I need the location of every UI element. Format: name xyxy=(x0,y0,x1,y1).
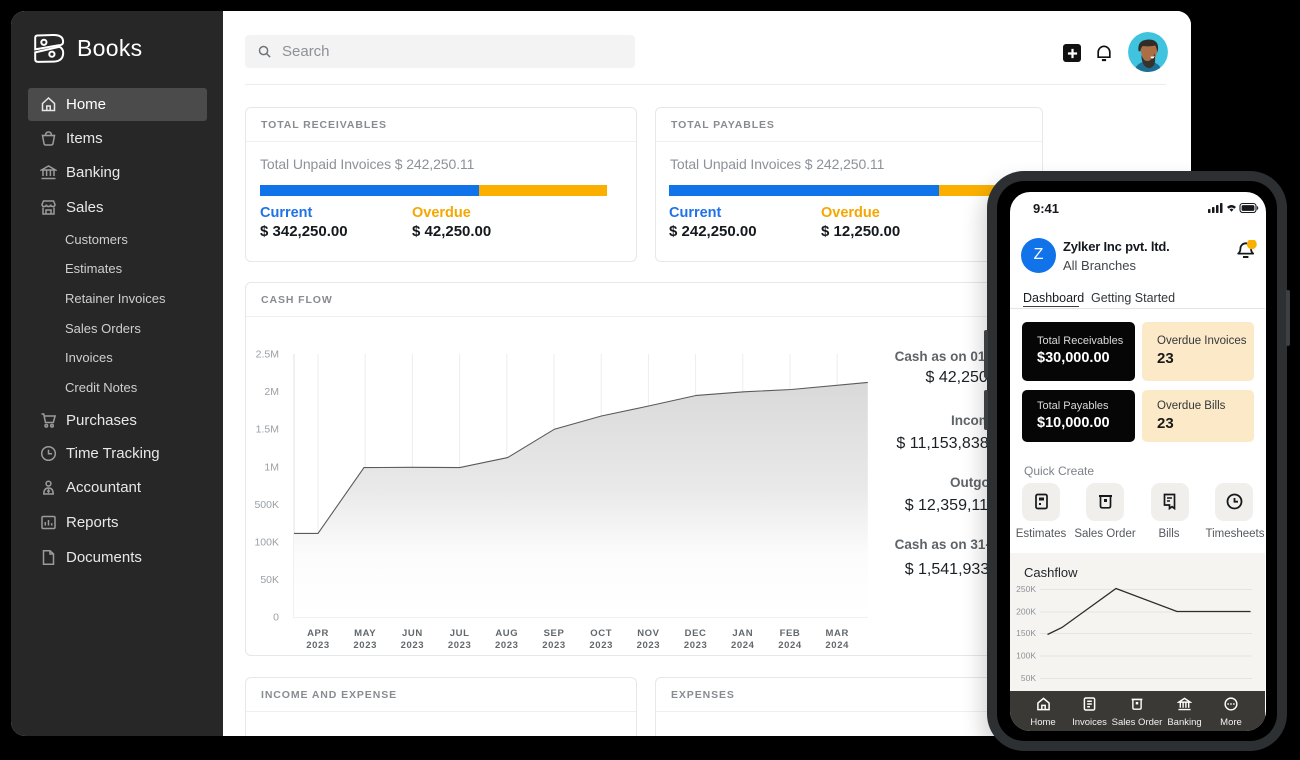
svg-text:1.5M: 1.5M xyxy=(256,424,279,436)
svg-text:500K: 500K xyxy=(254,499,279,511)
svg-text:2024: 2024 xyxy=(825,640,849,651)
svg-text:2024: 2024 xyxy=(731,640,755,651)
svg-text:200K: 200K xyxy=(1016,606,1036,616)
svg-text:2023: 2023 xyxy=(353,640,377,651)
svg-text:2023: 2023 xyxy=(637,640,661,651)
svg-text:2023: 2023 xyxy=(495,640,519,651)
svg-text:AUG: AUG xyxy=(495,628,518,639)
svg-text:SEP: SEP xyxy=(544,628,565,639)
svg-text:2023: 2023 xyxy=(589,640,613,651)
svg-text:OCT: OCT xyxy=(590,628,612,639)
svg-text:JUN: JUN xyxy=(402,628,423,639)
svg-text:50K: 50K xyxy=(260,574,279,586)
svg-text:0: 0 xyxy=(273,612,279,624)
svg-text:50K: 50K xyxy=(1021,673,1036,683)
svg-text:1M: 1M xyxy=(264,461,279,473)
svg-text:MAR: MAR xyxy=(825,628,848,639)
svg-text:2023: 2023 xyxy=(448,640,472,651)
svg-text:100K: 100K xyxy=(254,537,279,549)
svg-text:2023: 2023 xyxy=(684,640,708,651)
svg-text:MAY: MAY xyxy=(354,628,376,639)
svg-text:NOV: NOV xyxy=(637,628,659,639)
svg-text:2023: 2023 xyxy=(306,640,330,651)
svg-text:100K: 100K xyxy=(1016,650,1036,660)
svg-text:2023: 2023 xyxy=(401,640,425,651)
svg-text:JUL: JUL xyxy=(450,628,470,639)
svg-text:2M: 2M xyxy=(264,386,279,398)
svg-text:2023: 2023 xyxy=(542,640,566,651)
svg-text:250K: 250K xyxy=(1016,584,1036,594)
svg-text:DEC: DEC xyxy=(685,628,707,639)
svg-text:2024: 2024 xyxy=(778,640,802,651)
svg-text:APR: APR xyxy=(307,628,329,639)
svg-text:150K: 150K xyxy=(1016,628,1036,638)
svg-text:FEB: FEB xyxy=(780,628,801,639)
svg-text:JAN: JAN xyxy=(732,628,753,639)
svg-text:2.5M: 2.5M xyxy=(256,349,279,361)
